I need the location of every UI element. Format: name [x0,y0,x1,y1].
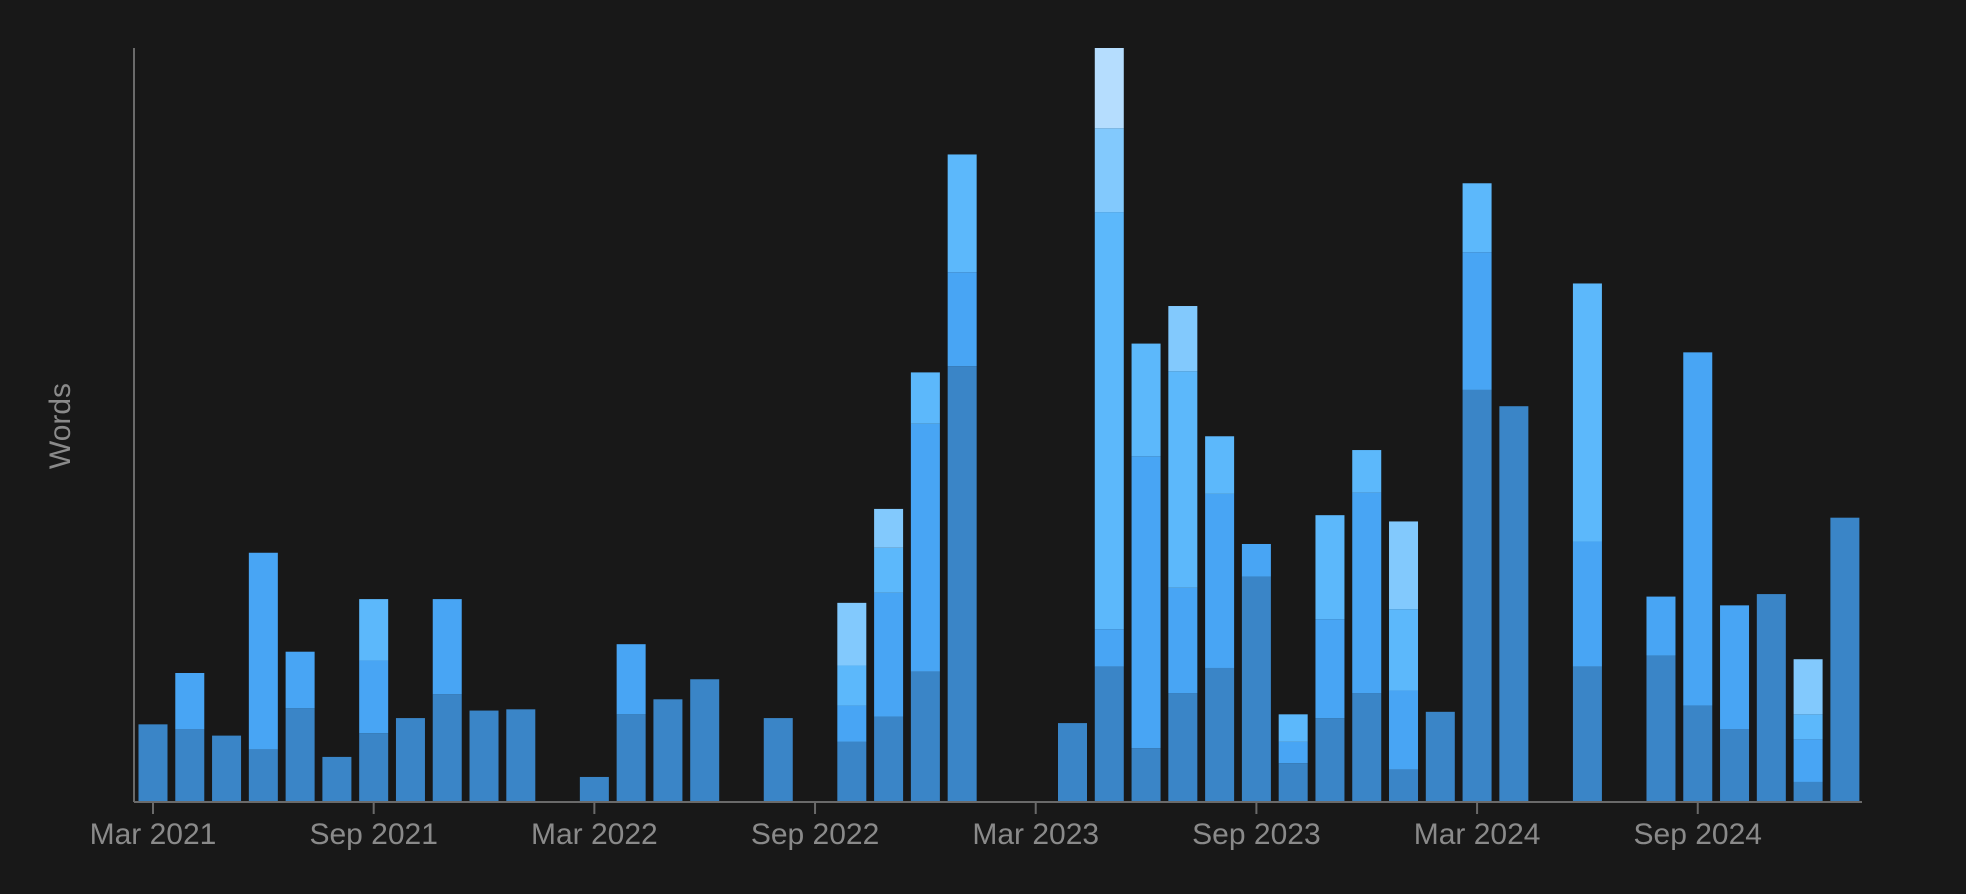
bar-segment [1352,693,1382,802]
bar-segment [1756,594,1786,802]
bar-segment [1793,739,1823,782]
bar-segment [469,710,499,802]
bar-segment [837,602,867,666]
bar-segment [432,599,462,695]
bar-segment [1094,48,1124,129]
bar-segment [1352,450,1382,493]
bar-segment [1462,252,1492,390]
bar-segment [175,672,205,730]
bar-segment [653,699,683,802]
bar-segment [1168,371,1198,588]
bar-segment [1094,629,1124,667]
bar-segment [1315,718,1345,802]
bar-segment [212,735,242,802]
bar-segment [1499,406,1529,802]
bar-segment [1315,619,1345,719]
bar-segment [947,272,977,367]
x-tick-label: Sep 2022 [751,818,879,851]
bar-segment [248,552,278,750]
bar-segment [1572,541,1602,667]
bar-segment [175,729,205,802]
bar-segment [1241,576,1271,802]
bar-segment [1168,306,1198,372]
x-tick-label: Mar 2023 [972,818,1099,851]
bar-segment [1389,521,1419,610]
bar-segment [1094,212,1124,630]
bar-segment [1131,343,1161,457]
bar-segment [874,592,904,717]
x-tick-label: Mar 2022 [531,818,658,851]
x-tick-label: Mar 2024 [1414,818,1541,851]
bar-segment [359,733,389,802]
bar-segment [1131,456,1161,749]
bar-segment [1352,492,1382,694]
bar-segment [432,694,462,802]
bar-segment [837,741,867,802]
bar-segment [1572,666,1602,802]
bar-segment [910,671,940,802]
bar-segment [1278,741,1308,764]
bar-segment [1646,596,1676,656]
bar-segment [910,372,940,424]
bar-segment [1462,183,1492,253]
bar-segment [285,708,315,802]
bar-segment [248,749,278,802]
bar-segment [1094,666,1124,802]
bar-segment [1720,729,1750,802]
x-tick-label: Sep 2021 [309,818,437,851]
bar-segment [616,714,646,802]
bar-segment [616,644,646,715]
bar-segment [874,508,904,548]
bar-segment [947,366,977,802]
bar-segment [1683,705,1713,802]
bar-segment [1425,711,1455,802]
bar-segment [1094,128,1124,213]
bar-segment [506,709,536,802]
bar-segment [1278,714,1308,742]
bar-segment [910,423,940,672]
bar-segment [359,599,389,661]
bar-segment [322,756,352,802]
bar-segment [1168,587,1198,694]
bar-segment [1058,723,1087,802]
bar-segment [1462,389,1492,802]
bar-segment [1131,748,1161,802]
bar-segment [837,705,867,742]
bar-segment [690,679,720,802]
x-tick-label: Sep 2023 [1192,818,1320,851]
bar-segment [1241,543,1271,577]
bar-segment [1389,690,1419,770]
bar-segment [874,547,904,593]
bar-segment [1205,667,1235,802]
bar-segment [874,716,904,802]
bar-segment [1389,609,1419,691]
bar-segment [285,651,315,709]
bar-segment [1205,493,1235,668]
bar-segment [138,724,168,802]
bar-segment [837,665,867,706]
bar-segment [1793,659,1823,715]
bar-segment [395,718,425,802]
bar-segment [1793,781,1823,802]
bar-segment [1572,283,1602,542]
x-tick-label: Mar 2021 [90,818,217,851]
bar-segment [1793,714,1823,740]
y-axis-label: Words [44,383,77,469]
bar-segment [1646,655,1676,802]
bar-segment [947,154,977,273]
bar-segment [1315,515,1345,620]
bar-segment [1278,763,1308,802]
bar-segment [1205,436,1235,494]
bar-segment [579,776,609,802]
bar-segment [1389,769,1419,802]
bar-segment [1720,605,1750,730]
bar-segment [359,660,389,734]
bar-segment [1168,693,1198,802]
x-tick-label: Sep 2024 [1634,818,1762,851]
bar-segment [1830,517,1860,802]
bar-segment [763,718,793,802]
bar-segment [1683,352,1713,706]
